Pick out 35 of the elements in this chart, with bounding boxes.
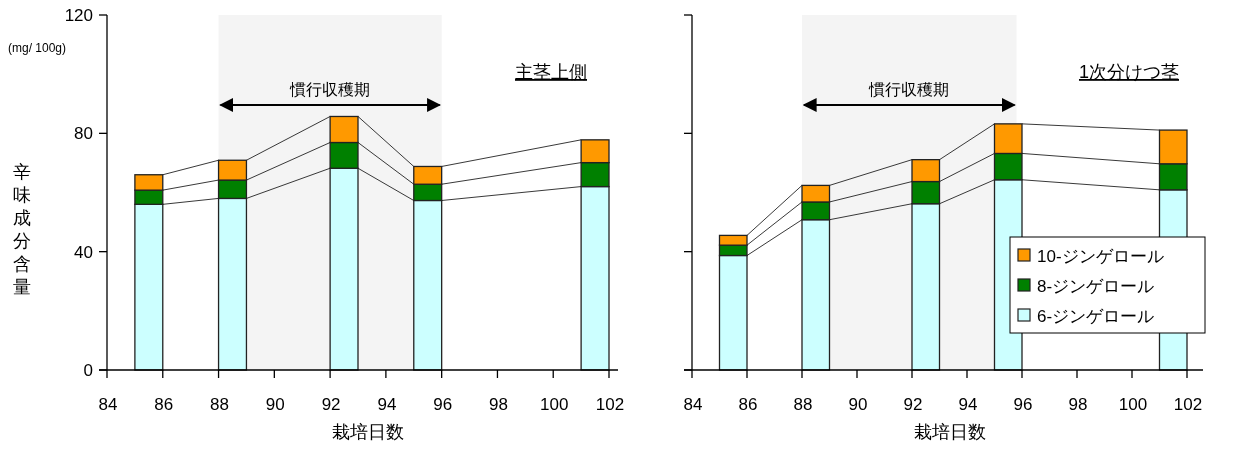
- x-tick-label: 92: [903, 395, 923, 414]
- y-tick-label: 80: [74, 124, 93, 144]
- x-tick-label: 98: [488, 395, 508, 414]
- y-tick-label: 120: [64, 6, 93, 25]
- legend-label: 6-ジンゲロール: [1037, 307, 1155, 326]
- x-tick-label: 94: [958, 395, 978, 414]
- x-tick-label: 84: [98, 395, 118, 414]
- text: 主茎上側: [515, 62, 587, 82]
- y-tick-label: 0: [83, 361, 93, 380]
- y-axis-title: 辛味成分含量: [13, 162, 31, 297]
- band-label: 慣行収穫期: [868, 81, 950, 98]
- x-tick-label: 96: [1013, 395, 1033, 414]
- x-tick-label: 84: [683, 395, 703, 414]
- x-tick-label: 96: [433, 395, 453, 414]
- legend-label: 8-ジンゲロール: [1037, 277, 1155, 296]
- x-tick-label: 86: [738, 395, 758, 414]
- x-axis-title: 栽培日数: [332, 422, 404, 442]
- x-tick-label: 88: [210, 395, 230, 414]
- x-tick-label: 102: [1173, 395, 1203, 414]
- text: (mg/ 100g): [8, 41, 67, 55]
- x-tick-label: 90: [848, 395, 868, 414]
- x-tick-label: 90: [265, 395, 285, 414]
- x-tick-label: 88: [793, 395, 813, 414]
- x-tick-label: 100: [1118, 395, 1148, 414]
- x-axis-title: 栽培日数: [913, 422, 986, 442]
- x-tick-label: 102: [595, 395, 625, 414]
- x-tick-label: 98: [1068, 395, 1088, 414]
- legend-label: 10-ジンゲロール: [1037, 247, 1164, 266]
- text: 1次分けつ茎: [1078, 62, 1180, 82]
- y-tick-label: 40: [74, 242, 93, 262]
- x-tick-label: 86: [154, 395, 174, 414]
- band-label: 慣行収穫期: [289, 81, 371, 98]
- x-tick-label: 100: [540, 395, 569, 414]
- x-tick-label: 92: [321, 395, 341, 414]
- x-tick-label: 94: [377, 395, 397, 414]
